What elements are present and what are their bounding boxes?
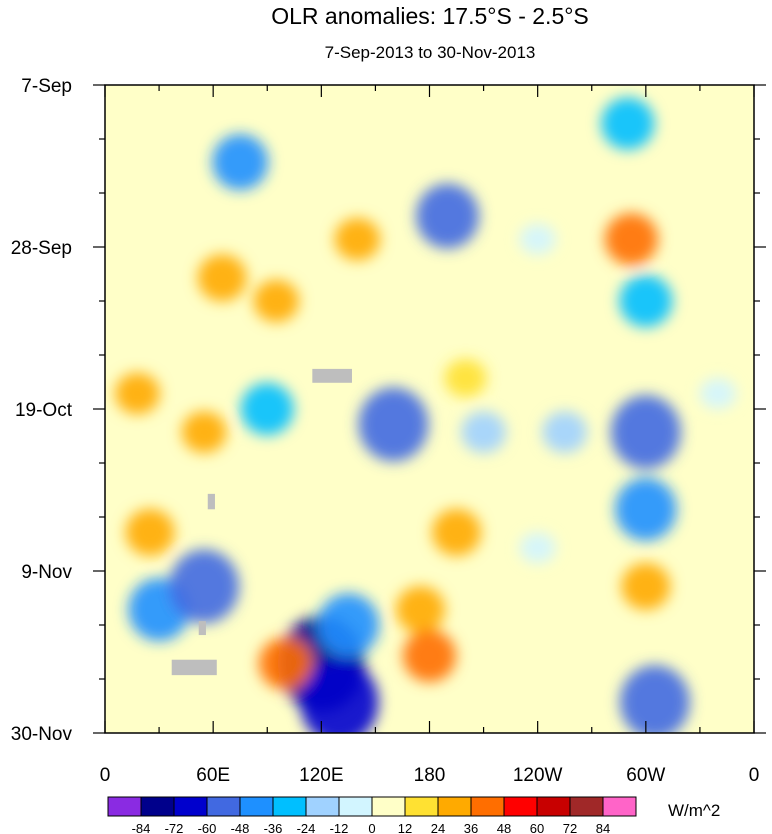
anomaly-feature: [610, 395, 681, 470]
colorbar-box: [305, 796, 340, 817]
y-tick-label: 7-Sep: [21, 76, 72, 97]
x-tick-label: 0: [100, 765, 111, 786]
colorbar-box: [536, 796, 571, 817]
colorbar-box: [437, 796, 472, 817]
anomaly-feature: [402, 629, 457, 683]
anomaly-feature: [197, 254, 247, 302]
anomaly-feature: [621, 562, 671, 610]
anomaly-feature: [240, 382, 294, 436]
anomaly-feature: [542, 411, 588, 453]
colorbar-label: 48: [497, 821, 511, 834]
anomaly-feature: [181, 411, 227, 453]
anomaly-feature: [444, 359, 487, 398]
colorbar-label: 0: [368, 821, 375, 834]
anomaly-feature: [334, 218, 381, 261]
plot-area: [105, 85, 754, 733]
anomaly-feature: [461, 411, 506, 453]
anomaly-feature: [169, 549, 240, 624]
anomaly-feature: [115, 372, 160, 415]
colorbar-box: [371, 796, 406, 817]
colorbar-label: -48: [231, 821, 250, 834]
colorbar-box: [140, 796, 175, 817]
y-tick-label: 9-Nov: [21, 562, 72, 583]
x-tick-label: 120E: [299, 765, 343, 786]
anomaly-feature: [519, 223, 556, 255]
colorbar-label: -72: [165, 821, 184, 834]
colorbar-box: [602, 796, 637, 817]
y-axis: 7-Sep 28-Sep 19-Oct 9-Nov 30-Nov: [11, 76, 766, 745]
colorbar-box: [404, 796, 439, 817]
y-tick-label: 30-Nov: [11, 724, 73, 745]
colorbar-label: 12: [398, 821, 412, 834]
x-tick-label: 60E: [196, 765, 230, 786]
anomaly-feature: [619, 274, 673, 328]
colorbar-label: 24: [431, 821, 445, 834]
anomaly-feature: [253, 279, 300, 323]
colorbar-box: [272, 796, 307, 817]
chart-title: OLR anomalies: 17.5°S - 2.5°S: [271, 3, 589, 29]
colorbar-box: [338, 796, 373, 817]
colorbar-box: [470, 796, 505, 817]
anomaly-features: [115, 97, 737, 733]
missing-data-regions: [171, 368, 352, 676]
colorbar-label: -24: [297, 821, 316, 834]
colorbar-box: [107, 796, 142, 817]
colorbar-box: [569, 796, 604, 817]
anomaly-feature: [300, 659, 379, 733]
x-axis: 0 60E 120E 180 120W 60W 0: [100, 85, 760, 786]
colorbar: -84 -72 -60 -48 -36 -24 -12 0 12 24 36 48 60 72 84: [107, 796, 637, 834]
colorbar-box: [503, 796, 538, 817]
anomaly-feature: [699, 378, 737, 409]
colorbar-label: 60: [530, 821, 544, 834]
anomaly-feature: [358, 387, 429, 462]
y-tick-label: 28-Sep: [11, 238, 72, 259]
missing-data-box: [207, 493, 215, 510]
colorbar-label: 84: [596, 821, 610, 834]
anomaly-feature: [416, 183, 480, 249]
colorbar-box: [239, 796, 274, 817]
anomaly-feature: [212, 134, 269, 191]
anomaly-feature: [615, 477, 677, 541]
x-tick-label: 120W: [513, 765, 563, 786]
colorbar-units: W/m^2: [668, 801, 720, 820]
colorbar-label: 36: [464, 821, 478, 834]
anomaly-feature: [519, 532, 556, 564]
anomaly-feature: [619, 665, 690, 733]
colorbar-label: 72: [563, 821, 577, 834]
colorbar-box: [206, 796, 241, 817]
colorbar-label: -84: [132, 821, 151, 834]
missing-data-box: [312, 368, 352, 383]
colorbar-label: -12: [330, 821, 349, 834]
chart-subtitle: 7-Sep-2013 to 30-Nov-2013: [325, 43, 536, 62]
x-tick-label: 0: [749, 765, 760, 786]
colorbar-box: [173, 796, 208, 817]
colorbar-label: -60: [198, 821, 217, 834]
missing-data-box: [198, 621, 206, 636]
anomaly-feature: [432, 508, 482, 556]
anomaly-feature: [604, 213, 659, 266]
x-tick-label: 180: [414, 765, 446, 786]
missing-data-box: [171, 659, 217, 676]
anomaly-feature: [317, 593, 380, 657]
anomaly-feature: [258, 637, 312, 690]
x-tick-label: 60W: [626, 765, 665, 786]
anomaly-feature: [125, 508, 175, 556]
anomaly-feature: [395, 586, 445, 634]
anomaly-feature: [601, 97, 655, 150]
y-tick-label: 19-Oct: [15, 400, 73, 421]
colorbar-label: -36: [264, 821, 283, 834]
